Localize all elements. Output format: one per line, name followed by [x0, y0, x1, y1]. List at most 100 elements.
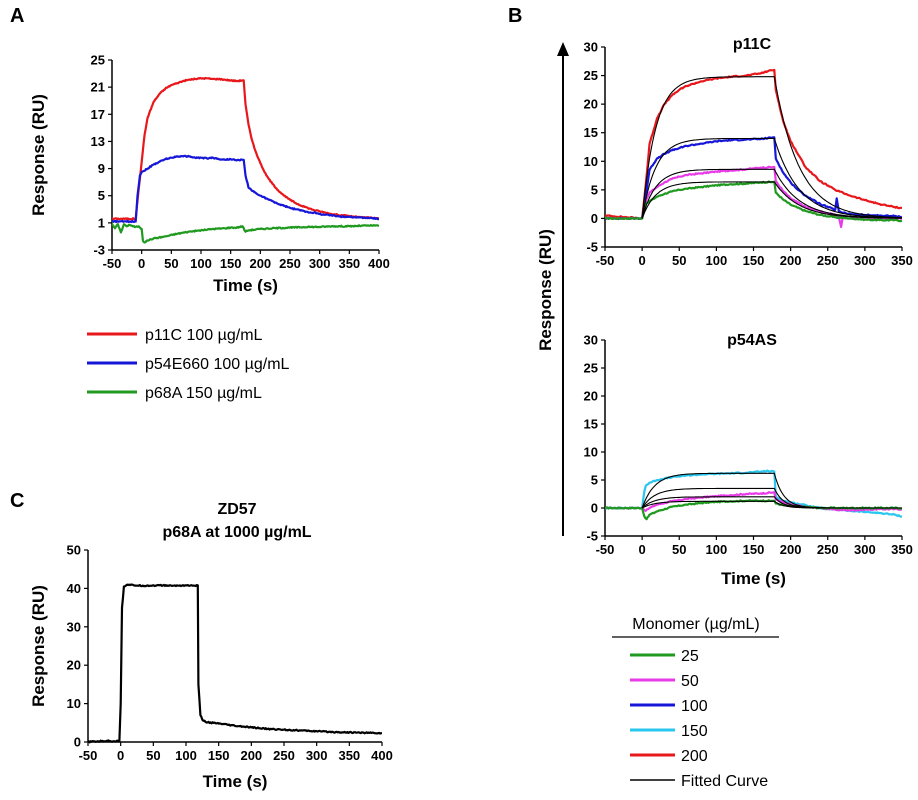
- y-tick-label: 20: [584, 97, 598, 112]
- x-tick-label: 400: [371, 748, 393, 763]
- y-tick-label: 1: [98, 215, 105, 230]
- x-tick-label: -50: [596, 542, 615, 557]
- x-tick-label: -50: [596, 253, 615, 268]
- y-tick-label: 50: [67, 543, 81, 558]
- fitted-curve: [641, 137, 902, 219]
- legend-a: p11C 100 µg/mL p54E660 100 µg/mL p68A 150 …: [87, 327, 290, 402]
- legend-label: Fitted Curve: [681, 773, 768, 790]
- series-group: [605, 68, 902, 229]
- y-tick-label: 0: [591, 211, 598, 226]
- x-tick-label: 350: [891, 542, 913, 557]
- chart-a: -3 1 5 9 13 17 21 25 -50 0 50 100 150 200 250 300 350 400…: [29, 53, 390, 296]
- y-tick-label: 30: [67, 619, 81, 634]
- x-tick-label: 300: [854, 253, 876, 268]
- series-line: [605, 180, 902, 223]
- series-line: [605, 491, 902, 512]
- legend-label: 25: [681, 648, 699, 665]
- y-tick-label: 15: [584, 125, 598, 140]
- x-tick-label: 300: [309, 256, 331, 271]
- series-line: [112, 154, 379, 224]
- legend-b: Monomer (µg/mL) 25 50 100 150 200 Fitted Curv…: [612, 616, 779, 790]
- x-tick-label: 250: [279, 256, 301, 271]
- x-tick-label: 50: [146, 748, 160, 763]
- x-tick-label: 0: [639, 542, 646, 557]
- series-line: [112, 221, 379, 244]
- y-tick-label: -3: [93, 243, 105, 258]
- x-tick-label: 200: [780, 253, 802, 268]
- panel-label-b: B: [508, 5, 522, 27]
- x-tick-label: 0: [117, 748, 124, 763]
- x-tick-label: 350: [338, 748, 360, 763]
- x-axis-label: Time (s): [721, 569, 786, 588]
- legend-label: p11C 100 µg/mL: [145, 327, 263, 344]
- x-tick-label: 50: [164, 256, 178, 271]
- x-tick-label: 0: [138, 256, 145, 271]
- y-tick-label: 30: [584, 40, 598, 55]
- y-tick-label: 17: [91, 107, 105, 122]
- x-tick-label: 100: [706, 542, 728, 557]
- series-group: [88, 583, 382, 744]
- y-tick-label: 0: [591, 501, 598, 516]
- x-tick-label: 350: [891, 253, 913, 268]
- x-tick-label: 250: [273, 748, 295, 763]
- x-tick-label: 100: [190, 256, 212, 271]
- fitted-curve: [641, 500, 902, 509]
- y-tick-label: 20: [584, 389, 598, 404]
- series-line: [605, 469, 902, 518]
- legend-label: 150: [681, 723, 708, 740]
- fitted-curve: [641, 181, 902, 219]
- legend-label: 100: [681, 698, 708, 715]
- x-tick-label: -50: [79, 748, 98, 763]
- x-tick-label: 150: [208, 748, 230, 763]
- panel-label-a: A: [10, 5, 24, 27]
- x-tick-label: 350: [338, 256, 360, 271]
- series-line: [88, 583, 382, 744]
- legend-label: p68A 150 µg/mL: [145, 385, 262, 402]
- x-tick-label: 100: [175, 748, 197, 763]
- fitted-curve: [641, 76, 902, 219]
- y-tick-label: 21: [91, 80, 105, 95]
- x-tick-label: -50: [103, 256, 122, 271]
- y-tick-label: 5: [98, 188, 105, 203]
- y-tick-label: -5: [586, 240, 598, 255]
- y-tick-label: 0: [74, 735, 81, 750]
- y-axis-label: Response (RU): [29, 585, 48, 707]
- fitted-curve: [641, 472, 902, 509]
- x-axis-label: Time (s): [203, 772, 268, 791]
- legend-label: p54E660 100 µg/mL: [145, 356, 290, 373]
- y-tick-label: 25: [584, 361, 598, 376]
- b-ylabel: Response (RU): [536, 229, 555, 351]
- series-line: [112, 76, 379, 221]
- panel-label-c: C: [10, 490, 24, 512]
- y-tick-label: 25: [91, 53, 105, 68]
- chart-title-line: ZD57: [217, 501, 256, 518]
- y-tick-label: 40: [67, 581, 81, 596]
- y-tick-label: 13: [91, 134, 105, 149]
- y-tick-label: -5: [586, 529, 598, 544]
- x-tick-label: 200: [249, 256, 271, 271]
- chart-title-line: p68A at 1000 µg/mL: [162, 524, 311, 541]
- y-tick-label: 10: [584, 445, 598, 460]
- y-axis-label: Response (RU): [29, 94, 48, 216]
- chart-title: p54AS: [727, 332, 777, 349]
- y-tick-label: 10: [584, 154, 598, 169]
- y-tick-label: 20: [67, 658, 81, 673]
- x-tick-label: 50: [672, 253, 686, 268]
- y-tick-label: 5: [591, 182, 598, 197]
- chart-title: p11C: [733, 36, 772, 53]
- series-line: [605, 68, 902, 220]
- x-tick-label: 0: [639, 253, 646, 268]
- y-tick-label: 9: [98, 161, 105, 176]
- x-tick-label: 100: [706, 253, 728, 268]
- x-tick-label: 250: [817, 253, 839, 268]
- x-tick-label: 150: [220, 256, 242, 271]
- legend-label: 50: [681, 673, 699, 690]
- y-tick-label: 10: [67, 696, 81, 711]
- x-tick-label: 200: [240, 748, 262, 763]
- x-tick-label: 300: [306, 748, 328, 763]
- y-tick-label: 25: [584, 68, 598, 83]
- y-tick-label: 15: [584, 417, 598, 432]
